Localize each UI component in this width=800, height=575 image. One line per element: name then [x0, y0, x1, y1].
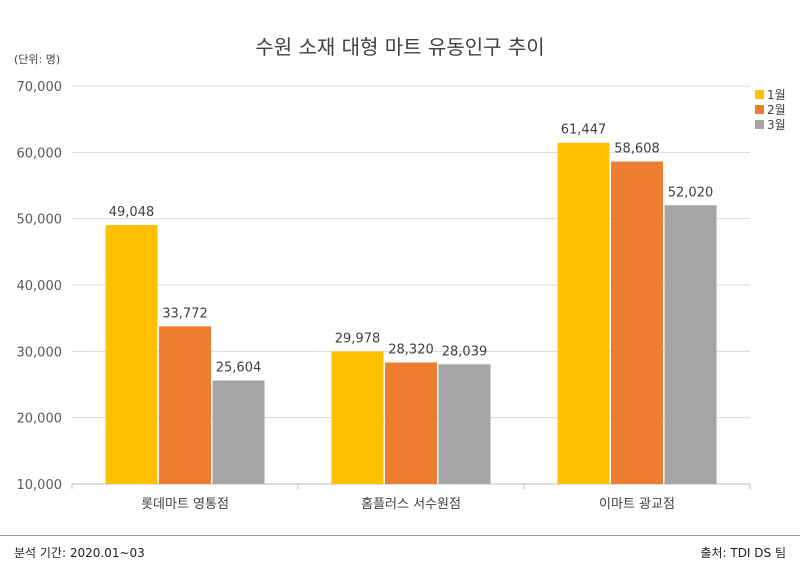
- y-tick-label: 50,000: [17, 213, 63, 228]
- data-label: 49,048: [109, 205, 155, 220]
- legend-swatch: [755, 105, 764, 114]
- bar: [385, 362, 437, 484]
- y-tick-label: 60,000: [17, 146, 63, 161]
- bar: [557, 142, 610, 484]
- y-tick-label: 20,000: [17, 412, 63, 427]
- x-axis-tick-labels: 롯데마트 영통점 홈플러스 서수원점 이마트 광교점: [141, 497, 675, 512]
- y-tick-label: 30,000: [17, 345, 63, 360]
- legend-label: 1월: [767, 88, 786, 102]
- data-label: 58,608: [614, 142, 660, 157]
- legend-label: 2월: [767, 103, 786, 117]
- chart-title: 수원 소재 대형 마트 유동인구 추이: [255, 35, 544, 59]
- data-label: 61,447: [561, 123, 607, 138]
- legend-swatch: [755, 120, 764, 129]
- bar: [664, 205, 717, 484]
- bar: [611, 161, 663, 484]
- x-tick-label: 롯데마트 영통점: [141, 497, 229, 512]
- y-tick-label: 70,000: [17, 80, 63, 95]
- source-note: 출처: TDI DS 팀: [700, 546, 786, 560]
- data-label: 25,604: [216, 360, 262, 375]
- y-axis-tick-labels: 10,000 20,000 30,000 40,000 50,000 60,000 70,0…: [17, 80, 63, 493]
- data-labels: 49,048 33,772 25,604 29,978 28,320 28,039 61,4…: [109, 123, 714, 376]
- unit-label: (단위: 명): [14, 53, 60, 66]
- x-tick-label: 이마트 광교점: [599, 497, 675, 512]
- data-label: 52,020: [668, 185, 714, 200]
- data-label: 29,978: [335, 331, 381, 346]
- data-label: 28,039: [442, 344, 488, 359]
- data-label: 28,320: [388, 342, 434, 357]
- bar: [212, 380, 265, 484]
- data-label: 33,772: [162, 306, 208, 321]
- legend-label: 3월: [767, 118, 786, 132]
- legend-swatch: [755, 90, 764, 99]
- analysis-period-note: 분석 기간: 2020.01~03: [14, 546, 145, 560]
- bar: [105, 224, 158, 484]
- bars: [105, 142, 717, 484]
- bar: [331, 351, 384, 484]
- y-tick-label: 10,000: [17, 478, 63, 493]
- footer-divider: [0, 535, 800, 536]
- y-tick-label: 40,000: [17, 279, 63, 294]
- x-tick-label: 홈플러스 서수원점: [361, 497, 461, 512]
- bar: [159, 326, 211, 484]
- bar: [438, 364, 491, 484]
